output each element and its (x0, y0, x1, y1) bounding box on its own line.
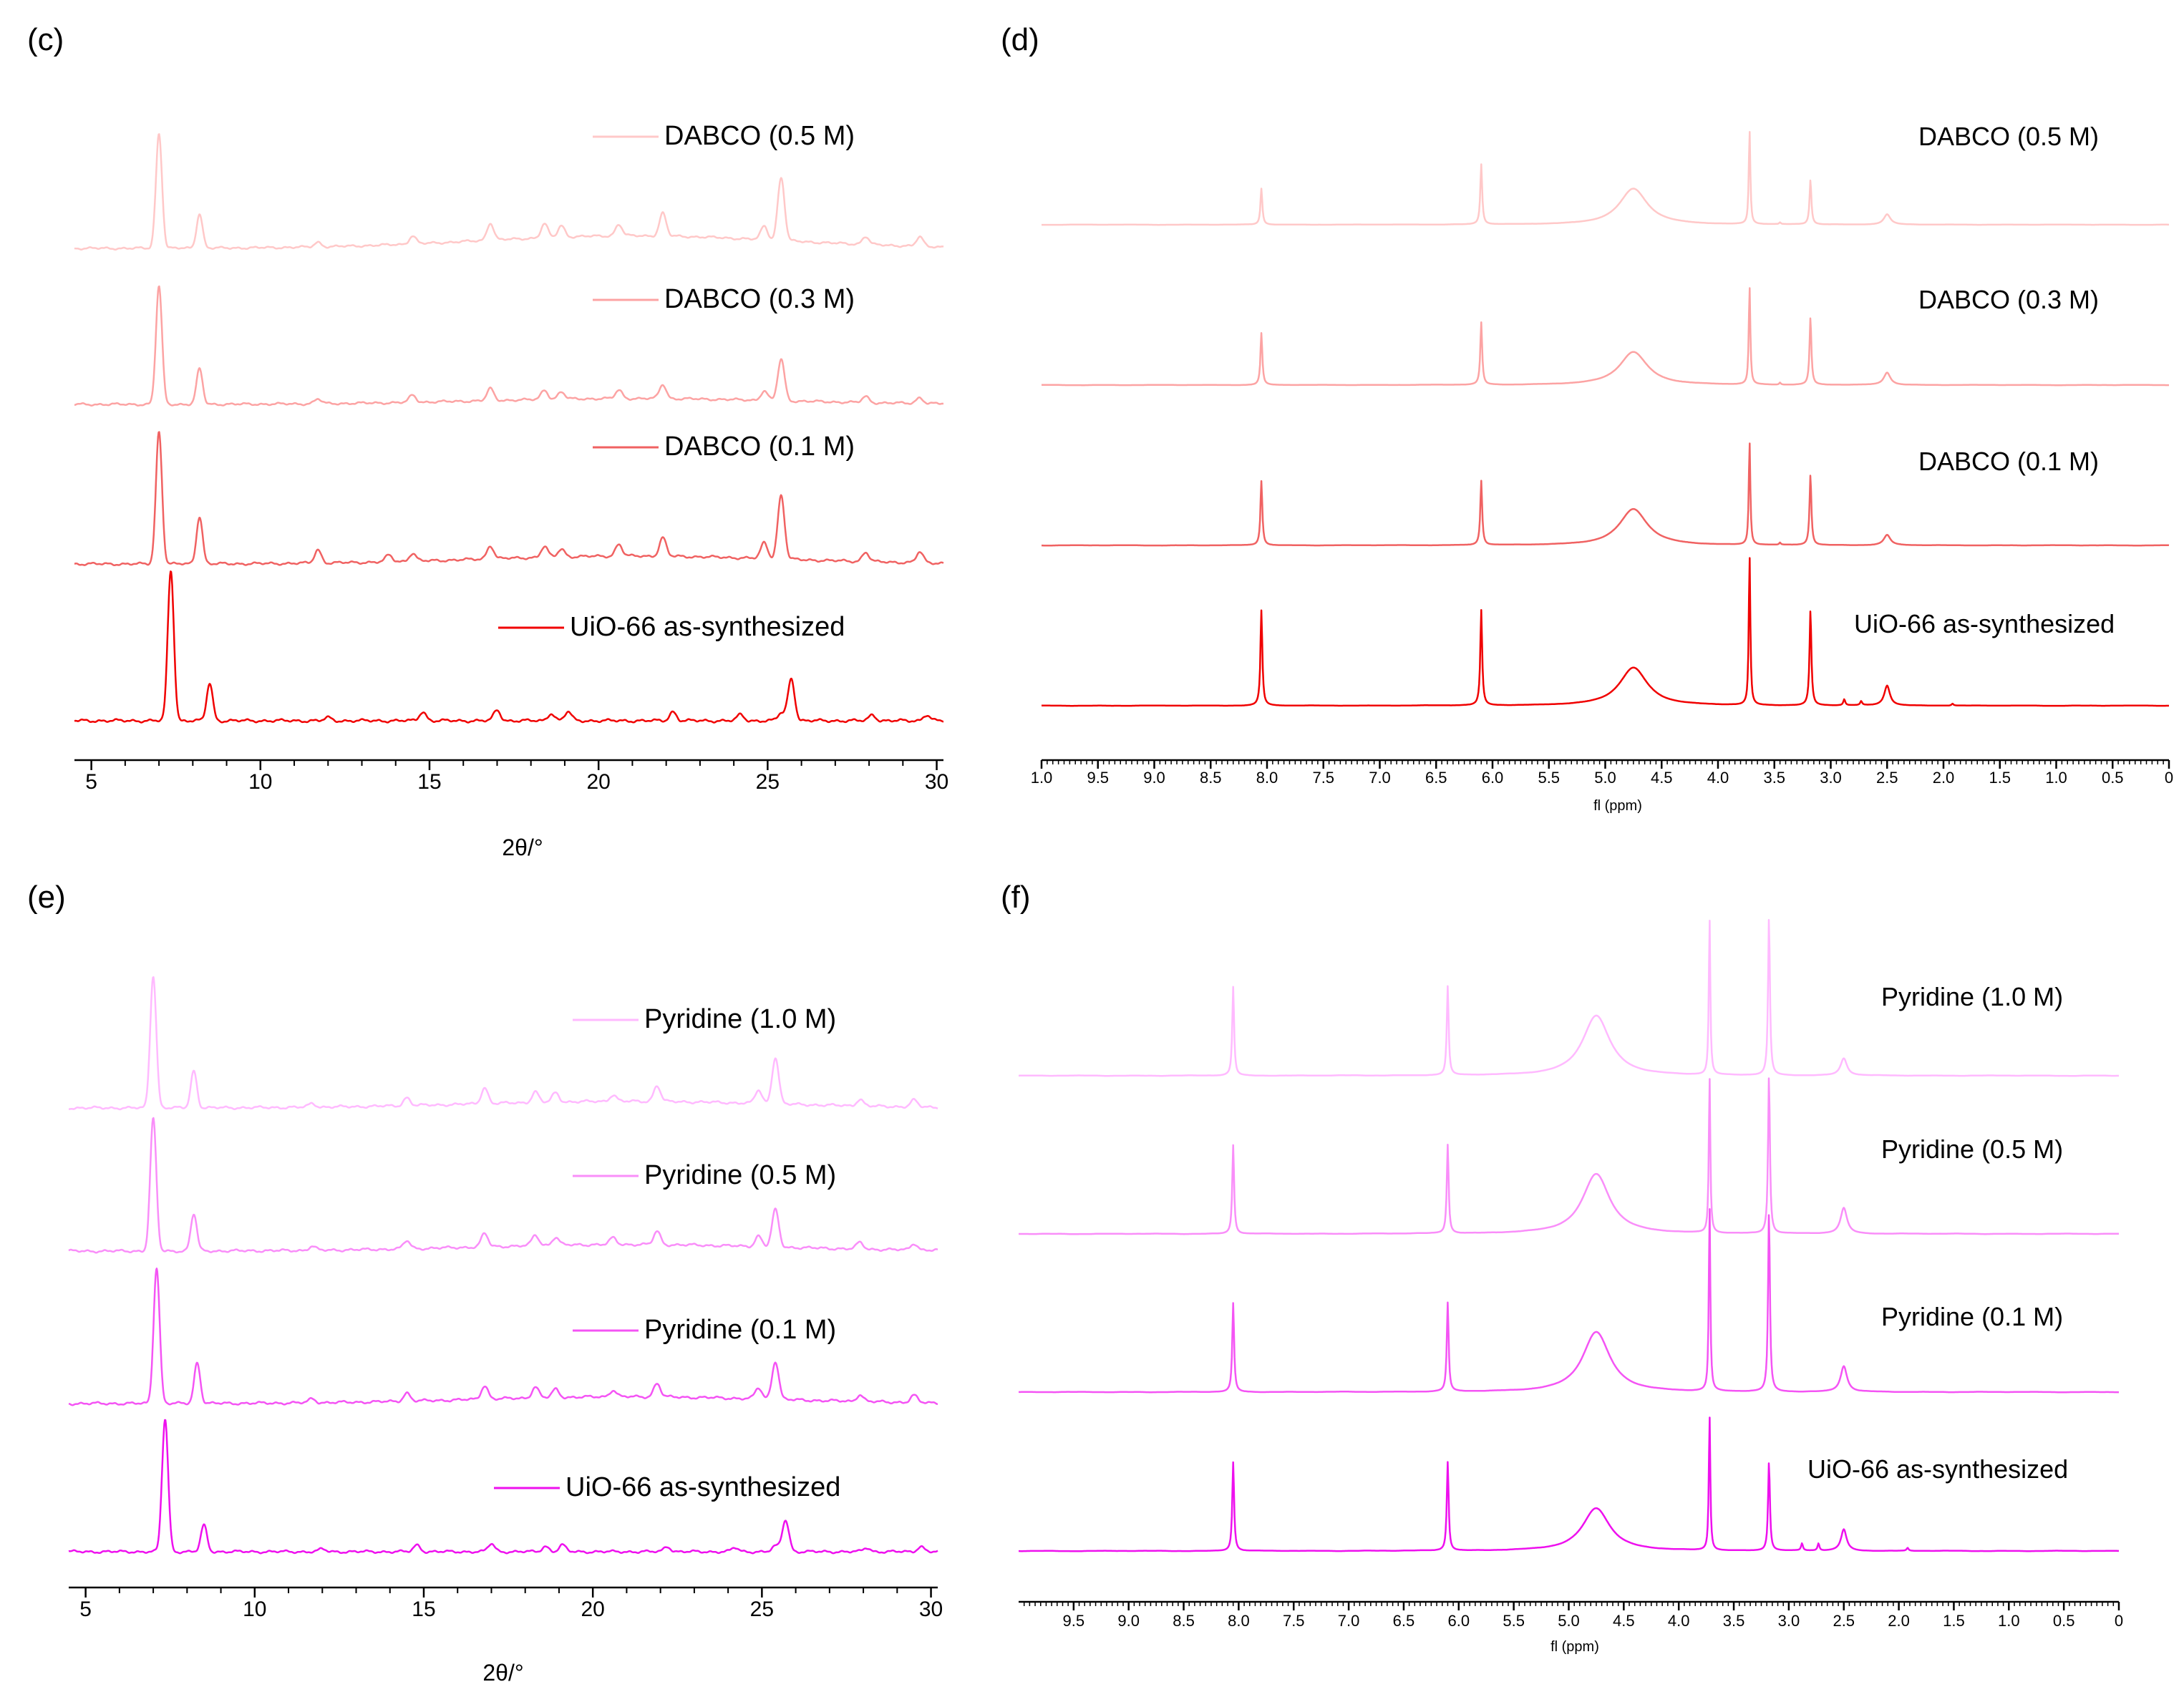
x-tick-label-d: 6.5 (1425, 769, 1447, 787)
trace-c-uio-66-as-synthesized (74, 570, 944, 724)
x-tick-label-f: 9.5 (1063, 1612, 1085, 1630)
x-tick-label-d: 9.5 (1087, 769, 1109, 787)
trace-e-pyridine-0-5-m (68, 1117, 938, 1254)
x-tick-label-d: 0 (2165, 769, 2173, 787)
x-axis-title-f: fl (ppm) (1550, 1639, 1599, 1655)
x-tick-label-f: 0.5 (2053, 1612, 2075, 1630)
x-tick-label-f: 2.5 (1833, 1612, 1855, 1630)
x-tick-label-f: 4.0 (1668, 1612, 1690, 1630)
legend-label-f-pyridine-0-5-m: Pyridine (0.5 M) (1881, 1134, 2063, 1164)
trace-c-dabco-0-3-m (74, 285, 944, 407)
legend-label-e-pyridine-0-1-m: Pyridine (0.1 M) (644, 1315, 836, 1345)
trace-e-uio-66-as-synthesized (68, 1419, 938, 1555)
trace-e-pyridine-1-0-m (68, 976, 938, 1111)
legend-label-f-uio-66-as-synthesized: UiO-66 as-synthesized (1807, 1454, 2068, 1484)
legend-label-d-dabco-0-3-m: DABCO (0.3 M) (1918, 285, 2099, 314)
x-tick-label-d: 7.5 (1312, 769, 1334, 787)
x-tick-label-c: 10 (248, 770, 272, 794)
x-tick-label-f: 3.5 (1723, 1612, 1745, 1630)
x-tick-label-d: 2.5 (1876, 769, 1898, 787)
x-axis-title-e: 2θ/° (482, 1660, 523, 1686)
legend-label-c-uio-66-as-synthesized: UiO-66 as-synthesized (570, 612, 845, 642)
x-tick-label-c: 5 (85, 770, 97, 794)
panel-label-f: (f) (1001, 880, 1031, 915)
legend-label-f-pyridine-0-1-m: Pyridine (0.1 M) (1881, 1302, 2063, 1331)
x-tick-label-e: 25 (750, 1598, 774, 1621)
trace-d-uio-66-as-synthesized (1041, 557, 2170, 707)
panel-d-nmr-dabco: (d) 1.0 9.5 9.0 8.5 8.0 7.5 7.0 6.5 6.0 5.5 5.0 4.5 4… (1001, 22, 2173, 814)
x-tick-label-f: 4.5 (1613, 1612, 1635, 1630)
x-tick-label-d: 4.0 (1707, 769, 1729, 787)
legend-label-c-dabco-0-3-m: DABCO (0.3 M) (664, 284, 855, 314)
x-tick-label-f: 1.5 (1943, 1612, 1965, 1630)
x-tick-label-f: 5.5 (1503, 1612, 1525, 1630)
legend-label-e-pyridine-1-0-m: Pyridine (1.0 M) (644, 1004, 836, 1034)
x-tick-label-c: 25 (756, 770, 780, 794)
trace-f-pyridine-1-0-m (1018, 919, 2120, 1077)
x-tick-label-d: 3.5 (1763, 769, 1785, 787)
legend-label-e-pyridine-0-5-m: Pyridine (0.5 M) (644, 1160, 836, 1190)
trace-d-dabco-0-3-m (1041, 287, 2170, 386)
x-tick-label-f: 5.0 (1558, 1612, 1580, 1630)
legend-label-f-pyridine-1-0-m: Pyridine (1.0 M) (1881, 982, 2063, 1011)
trace-f-uio-66-as-synthesized (1018, 1416, 2120, 1552)
x-tick-label-d: 5.5 (1538, 769, 1560, 787)
x-tick-label-d: 0.5 (2102, 769, 2124, 787)
legend-label-d-uio-66-as-synthesized: UiO-66 as-synthesized (1854, 609, 2115, 638)
panel-label-d: (d) (1001, 22, 1039, 57)
x-tick-label-f: 7.5 (1283, 1612, 1305, 1630)
x-tick-label-e: 30 (919, 1598, 943, 1621)
x-tick-label-f: 2.0 (1888, 1612, 1910, 1630)
trace-f-pyridine-0-5-m (1018, 1077, 2120, 1235)
x-tick-label-d: 3.0 (1820, 769, 1842, 787)
x-tick-label-e: 10 (243, 1598, 266, 1621)
x-tick-label-f: 8.0 (1228, 1612, 1250, 1630)
x-tick-label-d: 7.0 (1369, 769, 1391, 787)
x-tick-label-f: 3.0 (1778, 1612, 1800, 1630)
legend-label-c-dabco-0-5-m: DABCO (0.5 M) (664, 121, 855, 151)
x-tick-label-d: 9.0 (1143, 769, 1165, 787)
legend-label-c-dabco-0-1-m: DABCO (0.1 M) (664, 432, 855, 462)
trace-c-dabco-0-1-m (74, 431, 944, 566)
panel-label-e: (e) (27, 880, 66, 915)
panel-label-c: (c) (27, 22, 64, 57)
x-tick-label-f: 7.0 (1338, 1612, 1360, 1630)
legend-label-d-dabco-0-1-m: DABCO (0.1 M) (1918, 447, 2099, 476)
trace-c-dabco-0-5-m (74, 133, 944, 251)
x-tick-label-d: 6.0 (1482, 769, 1504, 787)
legend-label-d-dabco-0-5-m: DABCO (0.5 M) (1918, 122, 2099, 151)
x-tick-label-f: 6.5 (1393, 1612, 1415, 1630)
x-tick-label-e: 5 (79, 1598, 92, 1621)
panel-f-nmr-pyridine: (f) 9.5 9.0 8.5 8.0 7.5 7.0 6.5 6.0 5.5 5.0 4.5 4.0 3… (1001, 880, 2123, 1655)
x-tick-label-d: 5.0 (1594, 769, 1616, 787)
trace-d-dabco-0-1-m (1041, 442, 2170, 547)
trace-d-dabco-0-5-m (1041, 130, 2170, 226)
x-tick-label-f: 6.0 (1448, 1612, 1470, 1630)
x-tick-label-d: 4.5 (1651, 769, 1673, 787)
x-tick-label-d: 1.0 (1031, 769, 1053, 787)
x-tick-label-c: 30 (925, 770, 948, 794)
panel-e-xrd-pyridine: (e) 5 10 15 20 25 30 2θ/° Pyridine (1.0 M) Pyridi… (27, 880, 943, 1686)
panel-c-xrd-dabco: (c) 5 10 15 20 25 30 2θ/° DABCO (0.5 M) DABCO (0.… (27, 22, 948, 860)
x-tick-label-f: 8.5 (1173, 1612, 1195, 1630)
x-tick-label-f: 1.0 (1998, 1612, 2020, 1630)
x-tick-label-d: 8.5 (1200, 769, 1222, 787)
x-tick-label-d: 2.0 (1933, 769, 1955, 787)
x-tick-label-e: 15 (412, 1598, 435, 1621)
x-tick-label-c: 15 (417, 770, 441, 794)
x-axis-title-d: fl (ppm) (1593, 798, 1642, 814)
x-axis-title-c: 2θ/° (502, 835, 543, 860)
x-tick-label-c: 20 (586, 770, 610, 794)
trace-f-pyridine-0-1-m (1018, 1207, 2120, 1394)
trace-e-pyridine-0-1-m (68, 1268, 938, 1406)
x-tick-label-d: 8.0 (1256, 769, 1278, 787)
legend-label-e-uio-66-as-synthesized: UiO-66 as-synthesized (566, 1472, 840, 1502)
x-tick-label-f: 0 (2115, 1612, 2123, 1630)
x-tick-label-d: 1.0 (2045, 769, 2067, 787)
x-tick-label-d: 1.5 (1989, 769, 2011, 787)
x-tick-label-f: 9.0 (1117, 1612, 1140, 1630)
x-tick-label-e: 20 (581, 1598, 604, 1621)
